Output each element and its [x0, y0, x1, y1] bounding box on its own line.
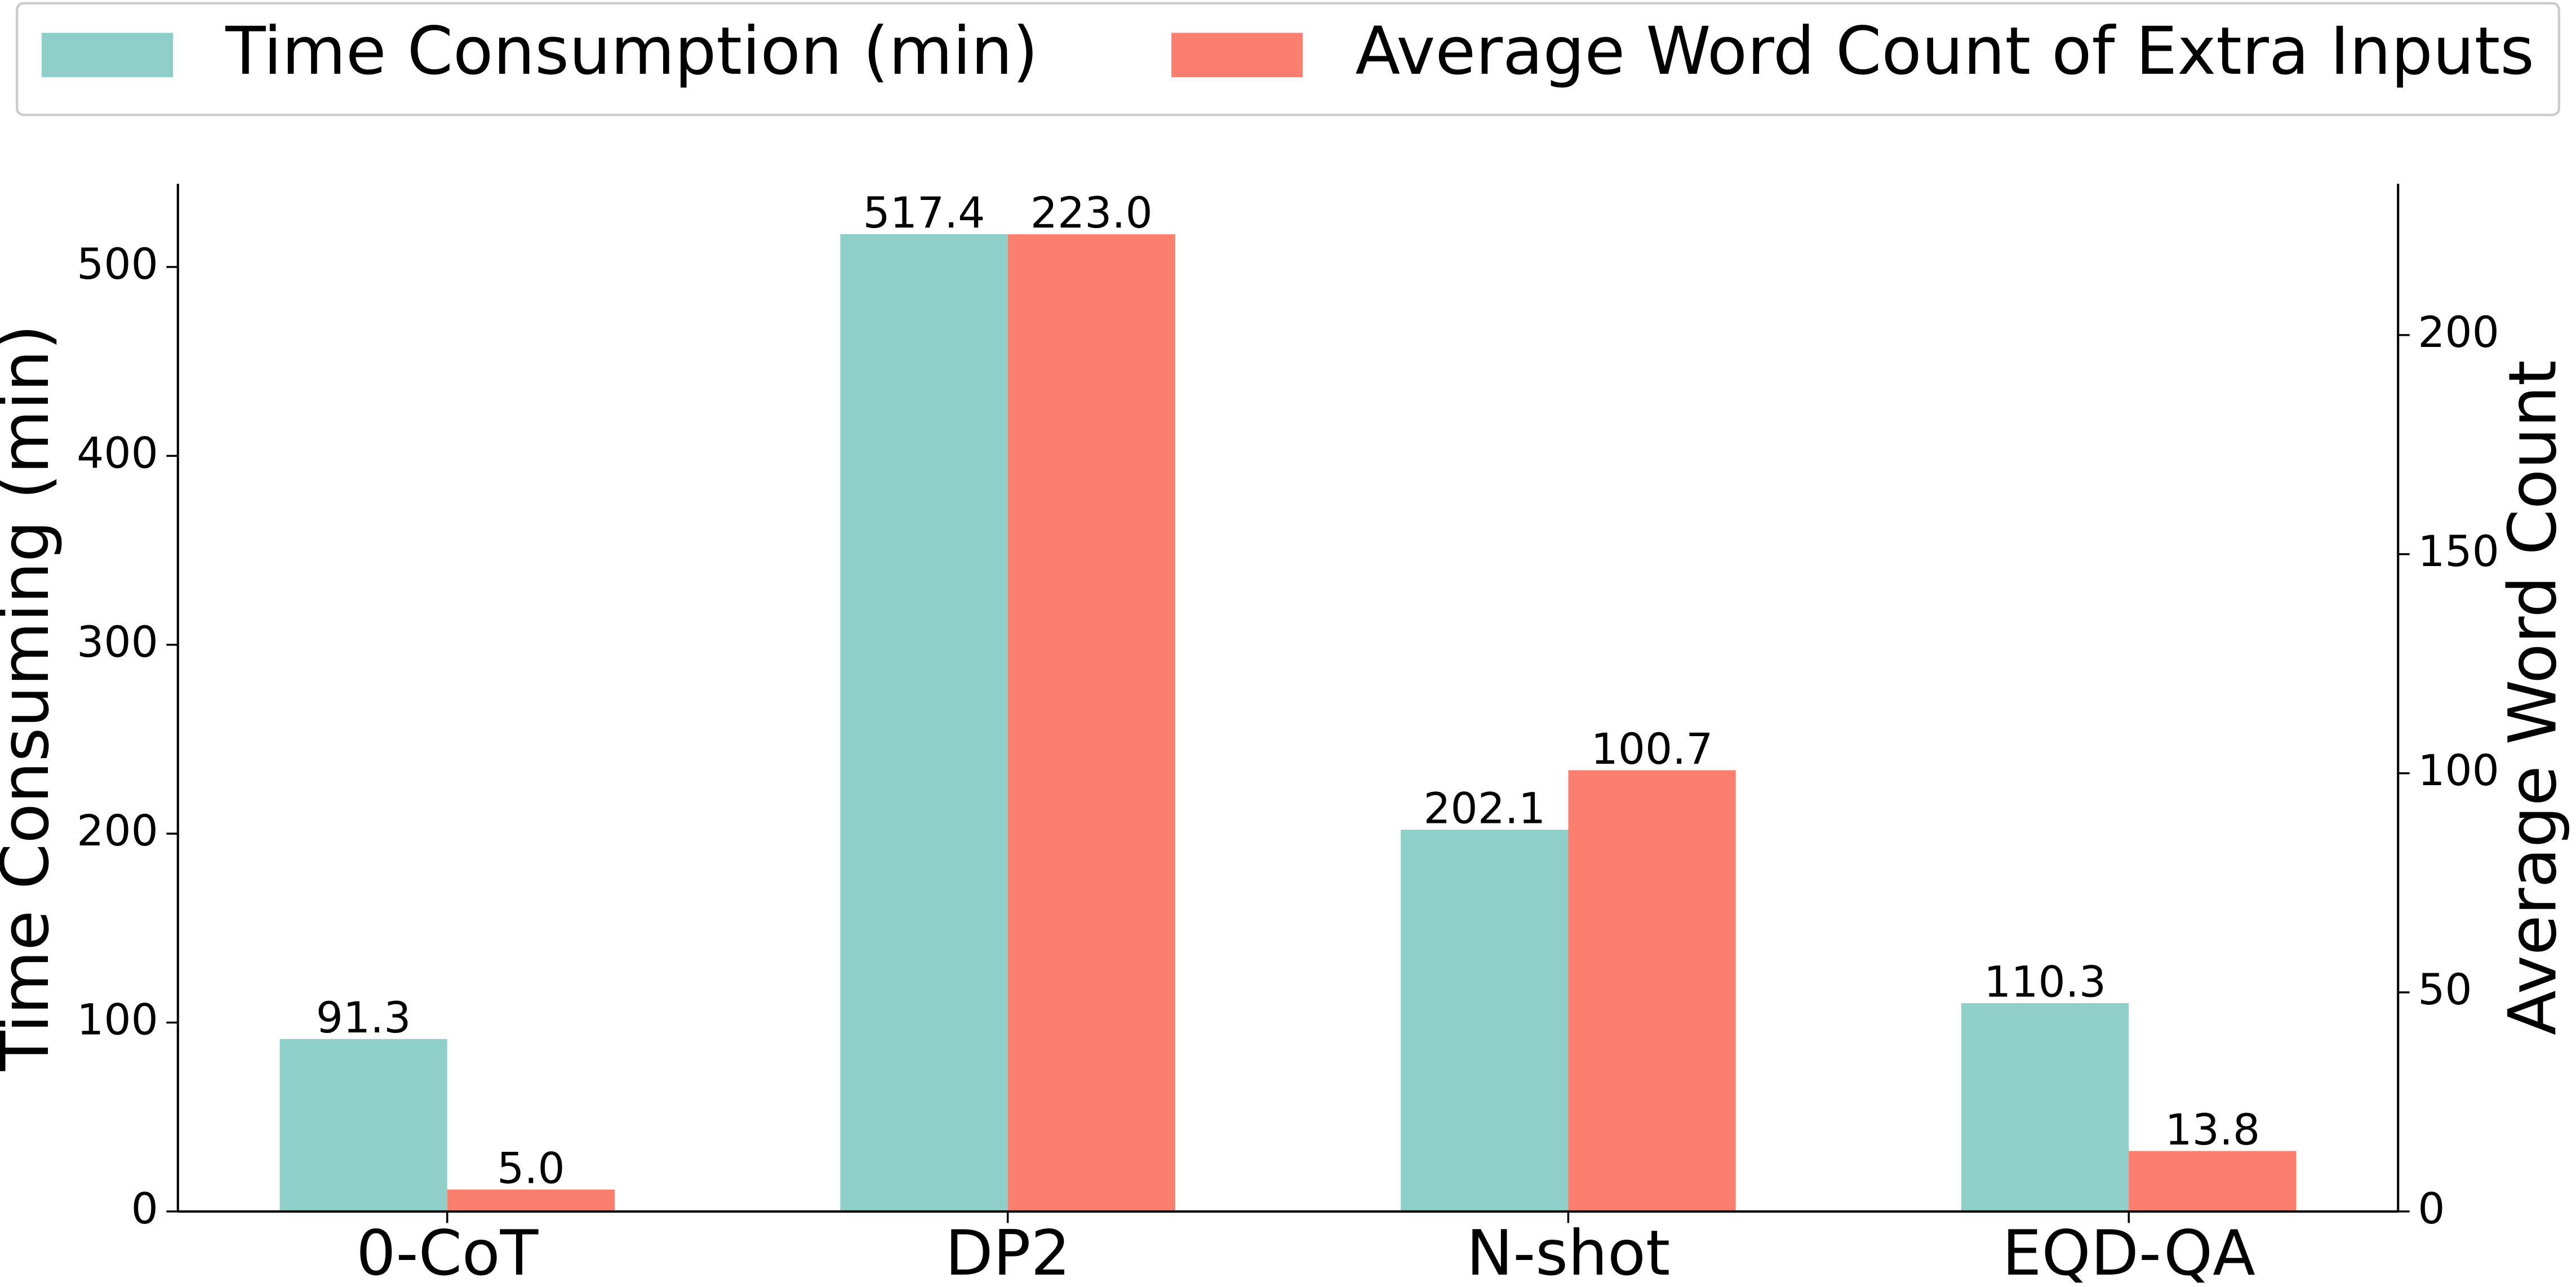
x-tick-label: N-shot: [1466, 1217, 1670, 1287]
legend-label: Time Consumption (min): [225, 14, 1038, 90]
value-label: 5.0: [497, 1143, 565, 1193]
y-tick-label: 200: [77, 806, 158, 856]
bar: [1401, 830, 1569, 1212]
bar: [279, 1039, 447, 1212]
bar: [1568, 770, 1736, 1212]
value-label: 13.8: [2165, 1105, 2260, 1155]
y-tick-label: 100: [77, 995, 158, 1045]
y-tick-label: 500: [77, 239, 158, 289]
value-label: 517.4: [863, 188, 985, 238]
x-tick-label: EQD-QA: [2002, 1217, 2255, 1287]
legend-swatch: [1171, 33, 1303, 77]
y-tick-label: 0: [131, 1184, 158, 1233]
y2-tick-label: 100: [2418, 746, 2499, 795]
value-label: 91.3: [316, 993, 411, 1043]
y2-tick-label: 200: [2418, 308, 2499, 357]
value-label: 110.3: [1984, 957, 2106, 1007]
x-tick-label: 0-CoT: [356, 1217, 539, 1287]
y2-tick-label: 50: [2418, 965, 2472, 1014]
bar: [2129, 1151, 2297, 1212]
bar: [1961, 1003, 2129, 1212]
value-label: 223.0: [1031, 188, 1153, 238]
y-tick-label: 400: [77, 428, 158, 478]
y2-tick-label: 0: [2418, 1184, 2445, 1233]
value-label: 100.7: [1591, 724, 1713, 774]
bar: [840, 234, 1008, 1212]
y2-axis-label: Average Word Count: [2495, 360, 2571, 1035]
y-axis-label: Time Consuming (min): [0, 324, 64, 1071]
bar: [1007, 234, 1175, 1212]
bar: [447, 1190, 615, 1212]
legend-label: Average Word Count of Extra Inputs: [1355, 14, 2534, 90]
y-tick-label: 300: [77, 617, 158, 667]
y2-tick-label: 150: [2418, 527, 2499, 576]
x-tick-label: DP2: [945, 1217, 1071, 1287]
legend-swatch: [41, 33, 174, 77]
value-label: 202.1: [1423, 783, 1545, 833]
